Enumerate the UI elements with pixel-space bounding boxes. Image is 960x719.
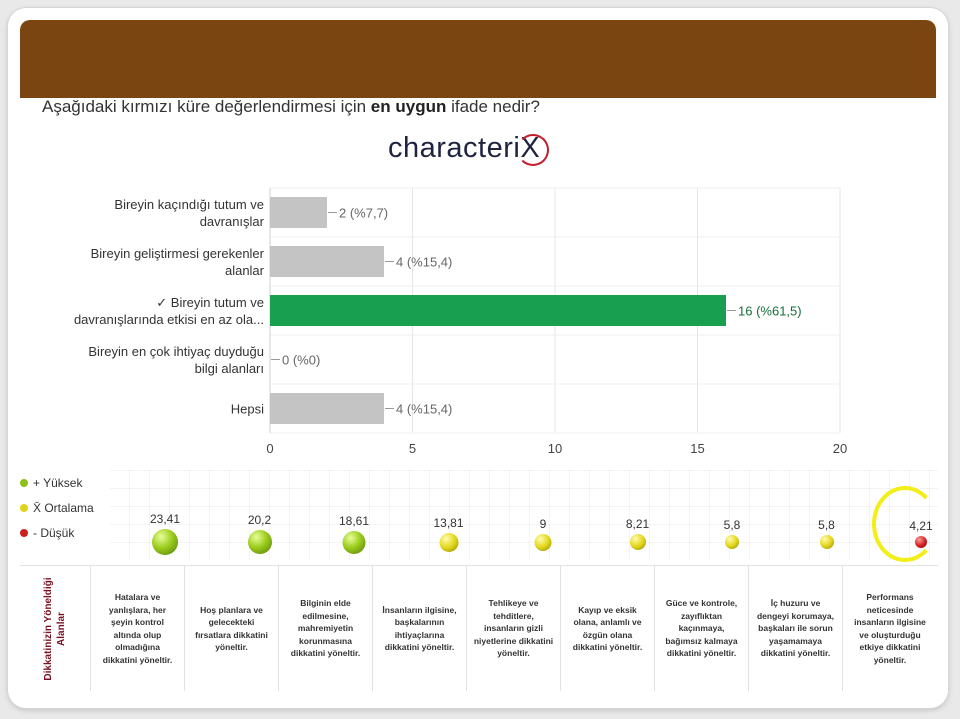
x-tick-label: 0	[266, 441, 273, 456]
category-label: Hepsi	[231, 402, 264, 417]
category-label: Bireyin en çok ihtiyaç duyduğu	[88, 344, 264, 359]
legend-label-average: X̄ Ortalama	[33, 500, 94, 515]
bubble-value: 8,21	[625, 517, 650, 531]
legend-label-high: + Yüksek	[33, 475, 83, 490]
question-suffix: ifade nedir?	[446, 97, 540, 116]
x-tick-label: 5	[409, 441, 416, 456]
x-tick-label: 20	[833, 441, 847, 456]
bubble-value: 23,41	[149, 512, 181, 526]
category-label: Bireyin geliştirmesi gerekenler	[91, 246, 265, 261]
description-cell: Bilginin elde edilmesine, mahremiyetin k…	[279, 566, 373, 691]
bar	[270, 393, 384, 424]
description-cell: Performans neticesinde insanların ilgisi…	[854, 592, 926, 665]
bubble-value: 5,8	[723, 518, 741, 532]
bubble-average	[629, 534, 646, 550]
category-label: davranışlarında etkisi en az ola...	[74, 312, 264, 327]
bubble-average	[534, 533, 552, 551]
bubble-value: 13,81	[433, 515, 464, 530]
header-bar	[20, 20, 936, 98]
bubble-average	[725, 535, 739, 549]
data-label: 2 (%7,7)	[339, 206, 388, 221]
attention-areas-label: Dikkatinizin Yöneldiği Alanlar	[20, 566, 91, 691]
logo-ring-icon	[517, 134, 550, 166]
category-label: alanlar	[225, 263, 265, 278]
bubble-value: 5,8	[818, 518, 835, 532]
legend-dot-high	[20, 478, 28, 487]
attention-areas-label-line2: Alanlar	[56, 611, 67, 646]
bubble-column: 8,21	[591, 470, 685, 560]
bubble-value: 18,61	[338, 513, 370, 528]
bubble-column: 5,8	[780, 470, 874, 560]
question-text: Aşağıdaki kırmızı küre değerlendirmesi i…	[42, 97, 540, 117]
description-cell: Tehlikeye ve tehditlere, insanların gizl…	[467, 566, 561, 691]
legend-dot-low	[20, 528, 28, 537]
category-label: bilgi alanları	[195, 361, 264, 376]
category-label: davranışlar	[200, 214, 265, 229]
attention-areas-label-line1: Dikkatinizin Yöneldiği	[43, 576, 54, 681]
bubble-column: 18,61	[307, 470, 401, 560]
x-tick-label: 10	[548, 441, 562, 456]
description-cell: İç huzuru ve dengeyi korumaya, başkaları…	[749, 566, 843, 691]
bubble-value: 20,2	[247, 513, 272, 527]
description-cell: İnsanların ilgisine, başkalarının ihtiya…	[373, 566, 467, 691]
description-cell: Kayıp ve eksik olana, anlamlı ve özgün o…	[561, 566, 655, 691]
bubble-average	[439, 532, 458, 552]
legend-label-low: - Düşük	[33, 525, 75, 540]
bar	[270, 246, 384, 277]
legend-item-low: - Düşük	[20, 520, 94, 545]
data-label: 16 (%61,5)	[738, 304, 802, 319]
legend-item-high: + Yüksek	[20, 470, 94, 495]
category-label: Bireyin kaçındığı tutum ve	[114, 197, 264, 212]
category-label: ✓ Bireyin tutum ve	[156, 295, 264, 310]
question-prefix: Aşağıdaki kırmızı küre değerlendirmesi i…	[42, 97, 371, 116]
bar	[270, 197, 327, 228]
data-label: 4 (%15,4)	[396, 255, 452, 270]
bubble-column: 23,41	[118, 470, 212, 560]
description-cell: Güce ve kontrole, zayıflıktan kaçınmaya,…	[655, 566, 749, 691]
logo-text: characteri	[388, 132, 521, 164]
characterix-logo: characteriX	[388, 132, 550, 166]
legend-item-average: X̄ Ortalama	[20, 495, 94, 520]
bubble-high	[247, 530, 272, 554]
bubble-high	[152, 529, 178, 555]
bubble-value: 9	[539, 516, 547, 531]
bubble-column: 5,8	[685, 470, 779, 560]
description-cell: Hatalara ve yanlışlara, her şeyin kontro…	[91, 566, 185, 691]
bar-chart: 0 5 10 15 20 2 (%7,7) Bireyin kaçındığı tutum …	[74, 187, 847, 456]
legend: + Yüksek X̄ Ortalama - Düşük	[20, 470, 94, 545]
highlight-circle-annotation	[872, 486, 938, 562]
bar	[270, 295, 726, 326]
data-label: 4 (%15,4)	[396, 402, 452, 417]
legend-dot-average	[20, 503, 28, 512]
logo-x: X	[517, 132, 550, 166]
question-emphasis: en uygun	[370, 97, 447, 116]
description-cell: Hoş planlara ve gelecekteki fırsatlara d…	[185, 566, 279, 691]
attention-areas-table: Dikkatinizin Yöneldiği Alanlar Hatalara v…	[20, 565, 938, 691]
bubble-average	[819, 535, 834, 549]
bubble-column: 13,81	[402, 470, 496, 560]
attention-areas-label-text: Dikkatinizin Yöneldiği Alanlar	[42, 577, 68, 680]
data-label: 0 (%0)	[282, 353, 320, 368]
content-frame	[8, 8, 948, 708]
x-tick-label: 15	[690, 441, 704, 456]
bubble-high	[342, 530, 366, 554]
bubble-column: 9	[496, 470, 590, 560]
bubble-column: 20,2	[213, 470, 307, 560]
